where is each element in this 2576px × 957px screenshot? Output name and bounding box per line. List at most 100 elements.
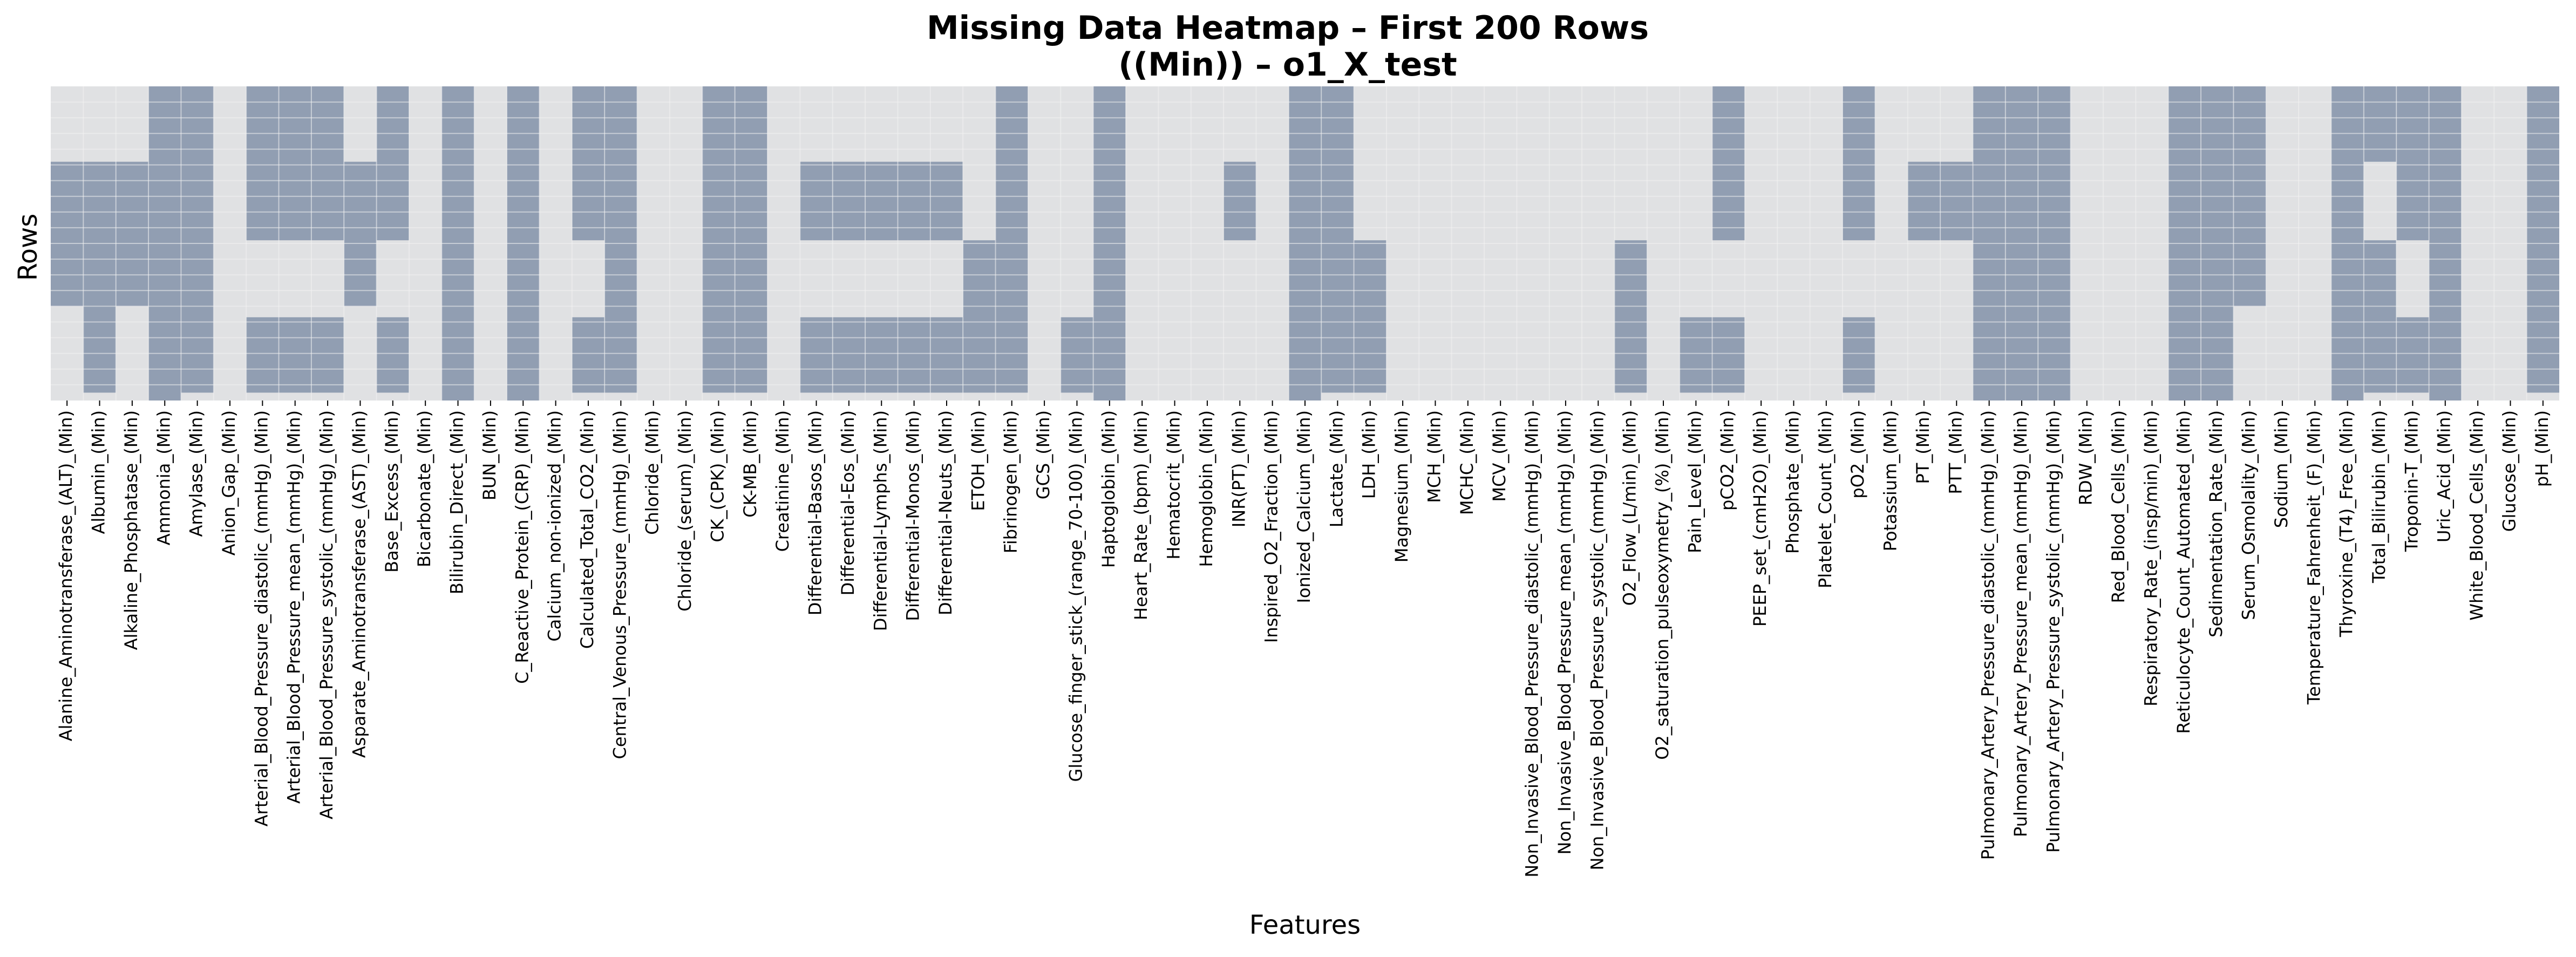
x-tick-label: O2_Flow_(L/min)_(Min) [1620,410,1640,606]
missing-cell [278,317,311,393]
x-tick-label: Differential-Neuts_(Min) [935,410,956,615]
missing-cell [735,86,767,393]
missing-cell [1680,317,1712,393]
x-tick-label: Hemoglobin_(Min) [1196,410,1216,567]
x-tick-label: Fibrinogen_(Min) [1001,410,1021,553]
x-tick-label: Lactate_(Min) [1326,410,1347,527]
missing-cell [2396,317,2429,393]
missing-cell [1061,317,1093,393]
x-tick-label: GCS_(Min) [1033,410,1053,499]
missing-cell [963,240,996,393]
missing-cell [898,161,930,241]
x-tick-label: Respiratory_Rate_(insp/min)_(Min) [2140,410,2161,707]
x-tick-label: CK_(CPK)_(Min) [707,410,728,542]
x-tick-label: Inspired_O2_Fraction_(Min) [1261,410,1282,643]
missing-cell [181,86,214,393]
x-tick-label: MCV_(Min) [1489,410,1510,502]
x-tick-label: BUN_(Min) [479,410,500,500]
x-tick-label: Hematocrit_(Min) [1164,410,1184,560]
x-tick-label: Thyroxine_(T4)_Free_(Min) [2336,410,2357,637]
x-tick-label: MCHC_(Min) [1457,410,1477,515]
missing-cell [930,317,963,393]
missing-cell [1712,86,1745,241]
missing-cell [930,161,963,241]
x-tick-label: Base_Excess_(Min) [382,410,402,573]
x-tick-label: Red_Blood_Cells_(Min) [2108,410,2129,603]
missing-cell [246,317,279,393]
missing-cell [2526,86,2559,393]
x-tick-label: Ammonia_(Min) [153,410,174,545]
x-tick-label: LDH_(Min) [1359,410,1379,499]
missing-cell [865,317,898,393]
x-tick-label: C_Reactive_Protein_(CRP)_(Min) [512,410,532,684]
x-tick-label: Calcium_non-ionized_(Min) [545,410,565,642]
missing-cell [115,161,149,307]
x-tick-label: Non_Invasive_Blood_Pressure_systolic_(mm… [1587,410,1607,870]
x-tick-label: Glucose_(Min) [2499,410,2519,532]
missing-cell [800,161,833,241]
x-tick-label: Amylase_(Min) [186,410,207,537]
x-tick-label: Central_Venous_Pressure_(mmHg)_(Min) [609,410,630,759]
x-tick-label: Pain_Level_(Min) [1684,410,1705,553]
missing-cell [1614,240,1647,393]
x-tick-label: Differential-Eos_(Min) [838,410,858,595]
x-tick-label: pO2_(Min) [1847,410,1868,499]
missing-cell [702,86,735,393]
missing-cell [832,161,866,241]
missing-cell [572,86,605,241]
x-tick-label: Differential-Monos_(Min) [903,410,923,621]
x-tick-label: MCH_(Min) [1424,410,1444,503]
x-tick-label: Bicarbonate_(Min) [414,410,434,567]
x-tick-label: Chloride_(serum)_(Min) [675,410,695,612]
missing-cell [376,317,409,393]
x-tick-label: PTT_(Min) [1945,410,1966,494]
missing-cell [83,161,116,393]
missing-cell [311,317,344,393]
x-tick-label: PT_(Min) [1913,410,1933,484]
x-tick-label: Bilirubin_Direct_(Min) [447,410,467,594]
x-tick-label: Platelet_Count_(Min) [1815,410,1836,588]
missing-cell [604,86,637,393]
missing-cell [344,161,377,307]
x-tick-label: Heart_Rate_(bpm)_(Min) [1131,410,1151,620]
missing-cell [1321,86,1354,393]
missing-cell [1843,317,1875,393]
missing-cell [2363,86,2397,162]
missing-cell [572,317,605,393]
x-tick-label: CK-MB_(Min) [740,410,760,518]
missing-cell [376,86,409,241]
x-tick-label: Ionized_Calcium_(Min) [1294,410,1314,603]
missing-cell [1907,161,1941,241]
x-tick-label: Sedimentation_Rate_(Min) [2206,410,2226,637]
x-tick-label: Pulmonary_Artery_Pressure_systolic_(mmHg… [2043,410,2063,853]
x-tick-label: Glucose_finger_stick_(range_70-100)_(Min… [1065,410,1086,782]
x-tick-label: Arterial_Blood_Pressure_diastolic_(mmHg)… [251,410,271,826]
x-tick-label: pCO2_(Min) [1717,410,1738,511]
x-tick-label: White_Blood_Cells_(Min) [2466,410,2487,621]
missing-cell [1224,161,1256,241]
missing-cell [898,317,930,393]
x-tick-label: Troponin-T_(Min) [2401,410,2422,552]
x-tick-label: Alanine_Aminotransferase_(ALT)_(Min) [56,410,76,741]
x-tick-label: RDW_(Min) [2076,410,2096,505]
x-tick-label: pH_(Min) [2532,410,2552,487]
x-tick-label: Reticulocyte_Count_Automated_(Min) [2173,410,2194,734]
chart-title-line2: ((Min)) – o1_X_test [1118,46,1457,84]
missing-cell [995,86,1028,393]
x-tick-label: Albumin_(Min) [89,410,109,534]
x-axis-label: Features [1249,910,1361,940]
missing-cell [246,86,279,241]
x-tick-label: Serum_Osmolality_(Min) [2239,410,2259,620]
chart-title-line1: Missing Data Heatmap – First 200 Rows [927,9,1649,47]
x-tick-label: Alkaline_Phosphatase_(Min) [121,410,141,650]
x-tick-label: Asparate_Aminotransferase_(AST)_(Min) [349,410,369,758]
missing-cell [311,86,344,241]
x-tick-label: Uric_Acid_(Min) [2434,410,2455,542]
missing-cell [832,317,866,393]
missing-cell [800,317,833,393]
x-tick-label: Sodium_(Min) [2271,410,2292,528]
x-tick-label: Differential-Lymphs_(Min) [870,410,891,631]
x-tick-label: O2_saturation_pulseoxymetry_(%)_(Min) [1652,410,1673,760]
x-tick-label: Anion_Gap_(Min) [219,410,239,555]
